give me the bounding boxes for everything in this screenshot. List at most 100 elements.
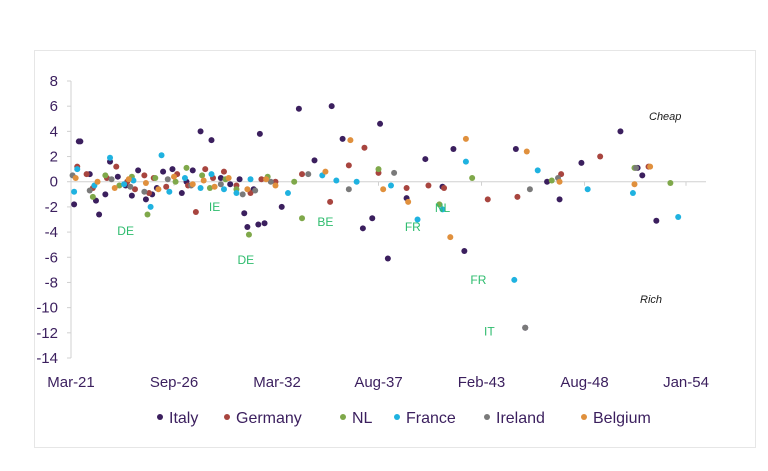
point-belgium — [244, 186, 251, 193]
point-belgium — [523, 148, 530, 155]
point-ireland — [267, 178, 274, 185]
point-belgium — [189, 181, 196, 188]
point-france — [439, 206, 446, 213]
point-france — [584, 186, 591, 193]
point-ireland — [217, 181, 224, 188]
point-germany — [131, 186, 138, 193]
annotation-label: DE — [237, 253, 254, 267]
point-nl — [152, 174, 159, 181]
point-ireland — [141, 188, 148, 195]
legend-label-france: France — [406, 410, 456, 427]
x-tick-label: Feb-43 — [458, 374, 506, 391]
point-france — [166, 188, 173, 195]
point-germany — [441, 185, 448, 192]
point-italy — [556, 196, 563, 203]
point-italy — [255, 221, 262, 228]
point-germany — [597, 153, 604, 160]
point-france — [71, 188, 78, 195]
point-germany — [403, 185, 410, 192]
point-ireland — [239, 191, 246, 198]
point-france — [511, 276, 518, 283]
point-france — [147, 203, 154, 210]
point-italy — [422, 156, 429, 163]
point-france — [107, 154, 114, 161]
point-germany — [202, 166, 209, 173]
point-italy — [96, 211, 103, 218]
point-nl — [199, 172, 206, 179]
point-germany — [299, 171, 306, 178]
legend-marker-ireland — [484, 414, 490, 420]
point-italy — [377, 120, 384, 127]
point-france — [353, 178, 360, 185]
point-italy — [128, 192, 135, 199]
point-nl — [89, 193, 96, 200]
point-belgium — [142, 179, 149, 186]
point-italy — [261, 220, 268, 227]
x-tick-label: Aug-37 — [354, 374, 402, 391]
point-nl — [469, 174, 476, 181]
point-nl — [299, 215, 306, 222]
point-nl — [436, 201, 443, 208]
point-belgium — [405, 198, 412, 205]
point-nl — [667, 179, 674, 186]
point-germany — [327, 198, 334, 205]
point-ireland — [345, 186, 352, 193]
annotation-label: FR — [470, 273, 486, 287]
point-france — [462, 158, 469, 165]
point-italy — [578, 159, 585, 166]
annotation-label: IT — [484, 325, 495, 339]
point-france — [74, 166, 81, 173]
legend-marker-france — [394, 414, 400, 420]
y-tick-label: -8 — [45, 274, 58, 291]
point-germany — [484, 196, 491, 203]
point-belgium — [647, 163, 654, 170]
point-italy — [189, 167, 196, 174]
y-tick-label: 6 — [50, 98, 58, 115]
point-france — [284, 190, 291, 197]
point-france — [333, 177, 340, 184]
point-ireland — [526, 186, 533, 193]
point-italy — [169, 166, 176, 173]
point-nl — [144, 211, 151, 218]
point-france — [247, 176, 254, 183]
point-italy — [77, 138, 84, 145]
point-italy — [359, 225, 366, 232]
point-belgium — [155, 186, 162, 193]
legend-marker-belgium — [581, 414, 587, 420]
data-points — [69, 103, 682, 331]
annotation-label: IE — [209, 200, 220, 214]
point-ireland — [391, 169, 398, 176]
annotation-label: DE — [117, 224, 134, 238]
point-belgium — [322, 168, 329, 175]
point-belgium — [380, 186, 387, 193]
point-italy — [384, 255, 391, 262]
x-tick-label: Mar-32 — [253, 374, 301, 391]
legend-label-ireland: Ireland — [496, 410, 545, 427]
legend-marker-nl — [340, 414, 346, 420]
point-italy — [369, 215, 376, 222]
point-belgium — [263, 176, 270, 183]
point-italy — [114, 173, 121, 180]
point-germany — [163, 183, 170, 190]
point-belgium — [631, 181, 638, 188]
point-italy — [450, 145, 457, 152]
rich-label: Rich — [640, 294, 662, 306]
point-nl — [291, 178, 298, 185]
point-france — [220, 186, 227, 193]
point-germany — [83, 171, 90, 178]
point-belgium — [225, 174, 232, 181]
point-germany — [345, 162, 352, 169]
x-tick-label: Aug-48 — [560, 374, 608, 391]
point-france — [629, 190, 636, 197]
y-tick-label: -10 — [36, 300, 58, 317]
legend-label-nl: NL — [352, 410, 373, 427]
point-italy — [227, 181, 234, 188]
axes — [70, 81, 706, 358]
y-tick-label: -6 — [45, 249, 58, 266]
annotation-label: NL — [435, 201, 451, 215]
point-germany — [146, 190, 153, 197]
x-tick-label: Jan-54 — [663, 374, 709, 391]
point-italy — [197, 128, 204, 135]
point-ireland — [522, 324, 529, 331]
point-italy — [512, 145, 519, 152]
